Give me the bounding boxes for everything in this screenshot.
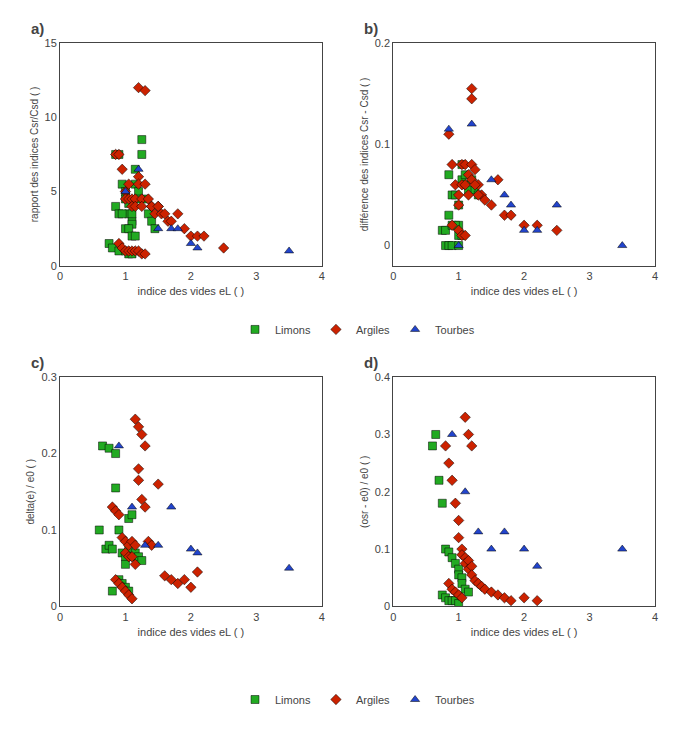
svg-text:indice des vides eL ( ): indice des vides eL ( ) — [471, 626, 578, 638]
svg-text:3: 3 — [586, 270, 592, 282]
svg-text:4: 4 — [319, 270, 325, 282]
svg-text:4: 4 — [319, 611, 325, 623]
svg-text:4: 4 — [652, 611, 658, 623]
svg-text:b): b) — [364, 20, 378, 37]
svg-text:Argiles: Argiles — [356, 694, 390, 706]
svg-text:1: 1 — [456, 270, 462, 282]
svg-text:2: 2 — [188, 270, 194, 282]
svg-text:1: 1 — [122, 611, 128, 623]
svg-text:différence des indices Csr - C: différence des indices Csr - Csd ( ) — [359, 78, 370, 232]
svg-text:d): d) — [364, 354, 378, 371]
svg-text:rapport des indices Csr/Csd (: rapport des indices Csr/Csd ( ) — [29, 87, 40, 223]
svg-text:Limons: Limons — [275, 694, 311, 706]
svg-text:0.4: 0.4 — [375, 371, 390, 383]
svg-text:0: 0 — [51, 600, 57, 612]
svg-text:0.1: 0.1 — [375, 543, 390, 555]
svg-text:2: 2 — [188, 611, 194, 623]
svg-text:Tourbes: Tourbes — [435, 324, 475, 336]
svg-text:0: 0 — [390, 611, 396, 623]
svg-text:1: 1 — [122, 270, 128, 282]
svg-text:4: 4 — [652, 270, 658, 282]
svg-text:0.2: 0.2 — [375, 486, 390, 498]
svg-text:0: 0 — [390, 270, 396, 282]
svg-text:indice des vides eL ( ): indice des vides eL ( ) — [138, 285, 245, 297]
svg-text:0: 0 — [57, 611, 63, 623]
svg-text:(osr - e0) / e0 ( ): (osr - e0) / e0 ( ) — [359, 456, 370, 528]
svg-text:delta(e) / e0 ( ): delta(e) / e0 ( ) — [26, 459, 37, 525]
svg-text:Tourbes: Tourbes — [435, 694, 475, 706]
svg-text:indice des vides eL ( ): indice des vides eL ( ) — [138, 626, 245, 638]
svg-text:Limons: Limons — [275, 324, 311, 336]
svg-text:3: 3 — [253, 611, 259, 623]
svg-text:0: 0 — [51, 260, 57, 272]
svg-text:10: 10 — [45, 111, 57, 123]
svg-text:5: 5 — [51, 185, 57, 197]
svg-text:0.3: 0.3 — [42, 371, 57, 383]
svg-text:15: 15 — [45, 37, 57, 49]
svg-text:1: 1 — [456, 611, 462, 623]
svg-text:0.3: 0.3 — [375, 428, 390, 440]
svg-text:0: 0 — [384, 239, 390, 251]
svg-text:Argiles: Argiles — [356, 324, 390, 336]
svg-text:0.2: 0.2 — [42, 447, 57, 459]
svg-text:c): c) — [31, 354, 44, 371]
svg-text:indice des vides eL ( ): indice des vides eL ( ) — [471, 285, 578, 297]
svg-text:2: 2 — [521, 611, 527, 623]
svg-text:3: 3 — [253, 270, 259, 282]
svg-text:0.1: 0.1 — [375, 138, 390, 150]
svg-text:0.1: 0.1 — [42, 524, 57, 536]
svg-text:0: 0 — [57, 270, 63, 282]
svg-text:2: 2 — [521, 270, 527, 282]
svg-text:0.2: 0.2 — [375, 37, 390, 49]
svg-text:a): a) — [31, 20, 44, 37]
svg-text:0: 0 — [384, 600, 390, 612]
svg-text:3: 3 — [586, 611, 592, 623]
